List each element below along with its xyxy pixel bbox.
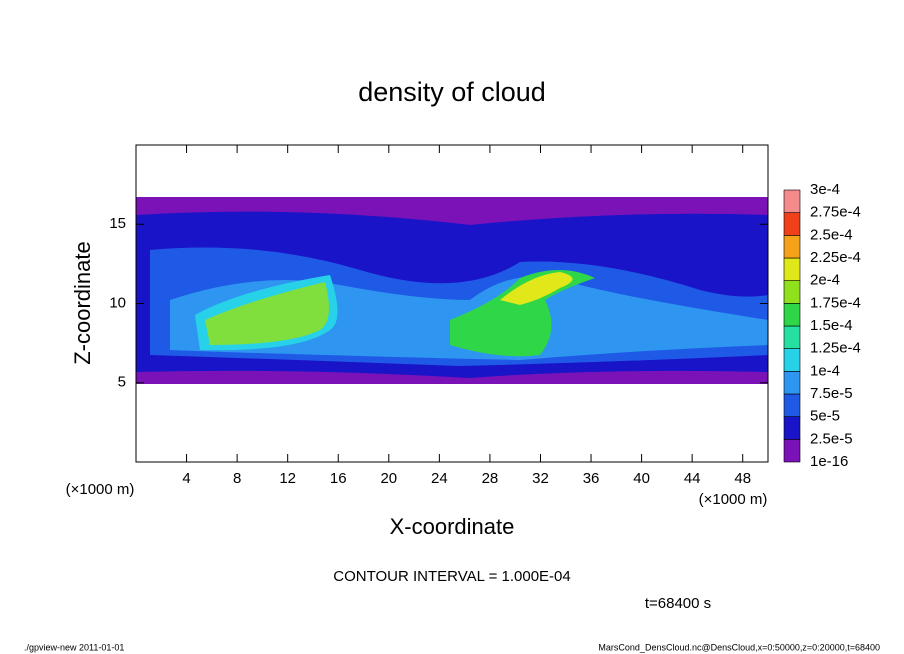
x-tick-label: 32	[532, 470, 549, 487]
time-label: t=68400 s	[645, 595, 711, 612]
footer-left: ./gpview-new 2011-01-01	[24, 642, 124, 652]
colorbar-label: 2e-4	[810, 272, 840, 289]
x-tick-label: 4	[182, 470, 190, 487]
colorbar-label: 1e-16	[810, 453, 848, 470]
colorbar-label: 1.75e-4	[810, 294, 861, 311]
colorbar-box	[783, 371, 801, 395]
colorbar-label: 3e-4	[810, 181, 840, 198]
chart-title: density of cloud	[358, 77, 546, 107]
x-axis-label: X-coordinate	[390, 514, 515, 539]
footer-right: MarsCond_DensCloud.nc@DensCloud,x=0:5000…	[598, 642, 880, 652]
colorbar-box	[783, 325, 801, 349]
x-tick-label: 20	[380, 470, 397, 487]
colorbar-box	[783, 257, 801, 281]
x-tick-label: 28	[482, 470, 499, 487]
colorbar-box	[783, 303, 801, 327]
colorbar-label: 2.5e-5	[810, 430, 853, 447]
colorbar-box	[783, 393, 801, 417]
colorbar-label: 2.5e-4	[810, 226, 853, 243]
x-tick-label: 12	[279, 470, 296, 487]
y-axis-label: Z-coordinate	[70, 241, 95, 365]
colorbar-box	[783, 212, 801, 236]
colorbar-box	[783, 439, 801, 463]
colorbar-box	[783, 189, 801, 213]
colorbar-label: 2.75e-4	[810, 204, 861, 221]
y-tick-label: 15	[109, 215, 126, 232]
colorbar-box	[783, 235, 801, 259]
colorbar-label: 2.25e-4	[810, 249, 861, 266]
colorbar-label: 5e-5	[810, 408, 840, 425]
density-field	[136, 197, 768, 384]
x-unit-left: (×1000 m)	[66, 481, 135, 498]
colorbar-label: 1.25e-4	[810, 340, 861, 357]
contour-interval: CONTOUR INTERVAL = 1.000E-04	[333, 568, 570, 585]
x-unit-right: (×1000 m)	[699, 491, 768, 508]
x-tick-label: 40	[633, 470, 650, 487]
x-tick-label: 44	[684, 470, 701, 487]
colorbar-label: 7.5e-5	[810, 385, 853, 402]
x-tick-label: 36	[583, 470, 600, 487]
x-tick-label: 48	[734, 470, 751, 487]
colorbar-label: 1.5e-4	[810, 317, 853, 334]
x-tick-label: 24	[431, 470, 448, 487]
colorbar-box	[783, 348, 801, 372]
x-tick-label: 8	[233, 470, 241, 487]
colorbar-label: 1e-4	[810, 362, 840, 379]
x-tick-label: 16	[330, 470, 347, 487]
y-tick-label: 5	[118, 374, 126, 391]
y-tick-label: 10	[109, 294, 126, 311]
colorbar-box	[783, 416, 801, 440]
colorbar-box	[783, 280, 801, 304]
